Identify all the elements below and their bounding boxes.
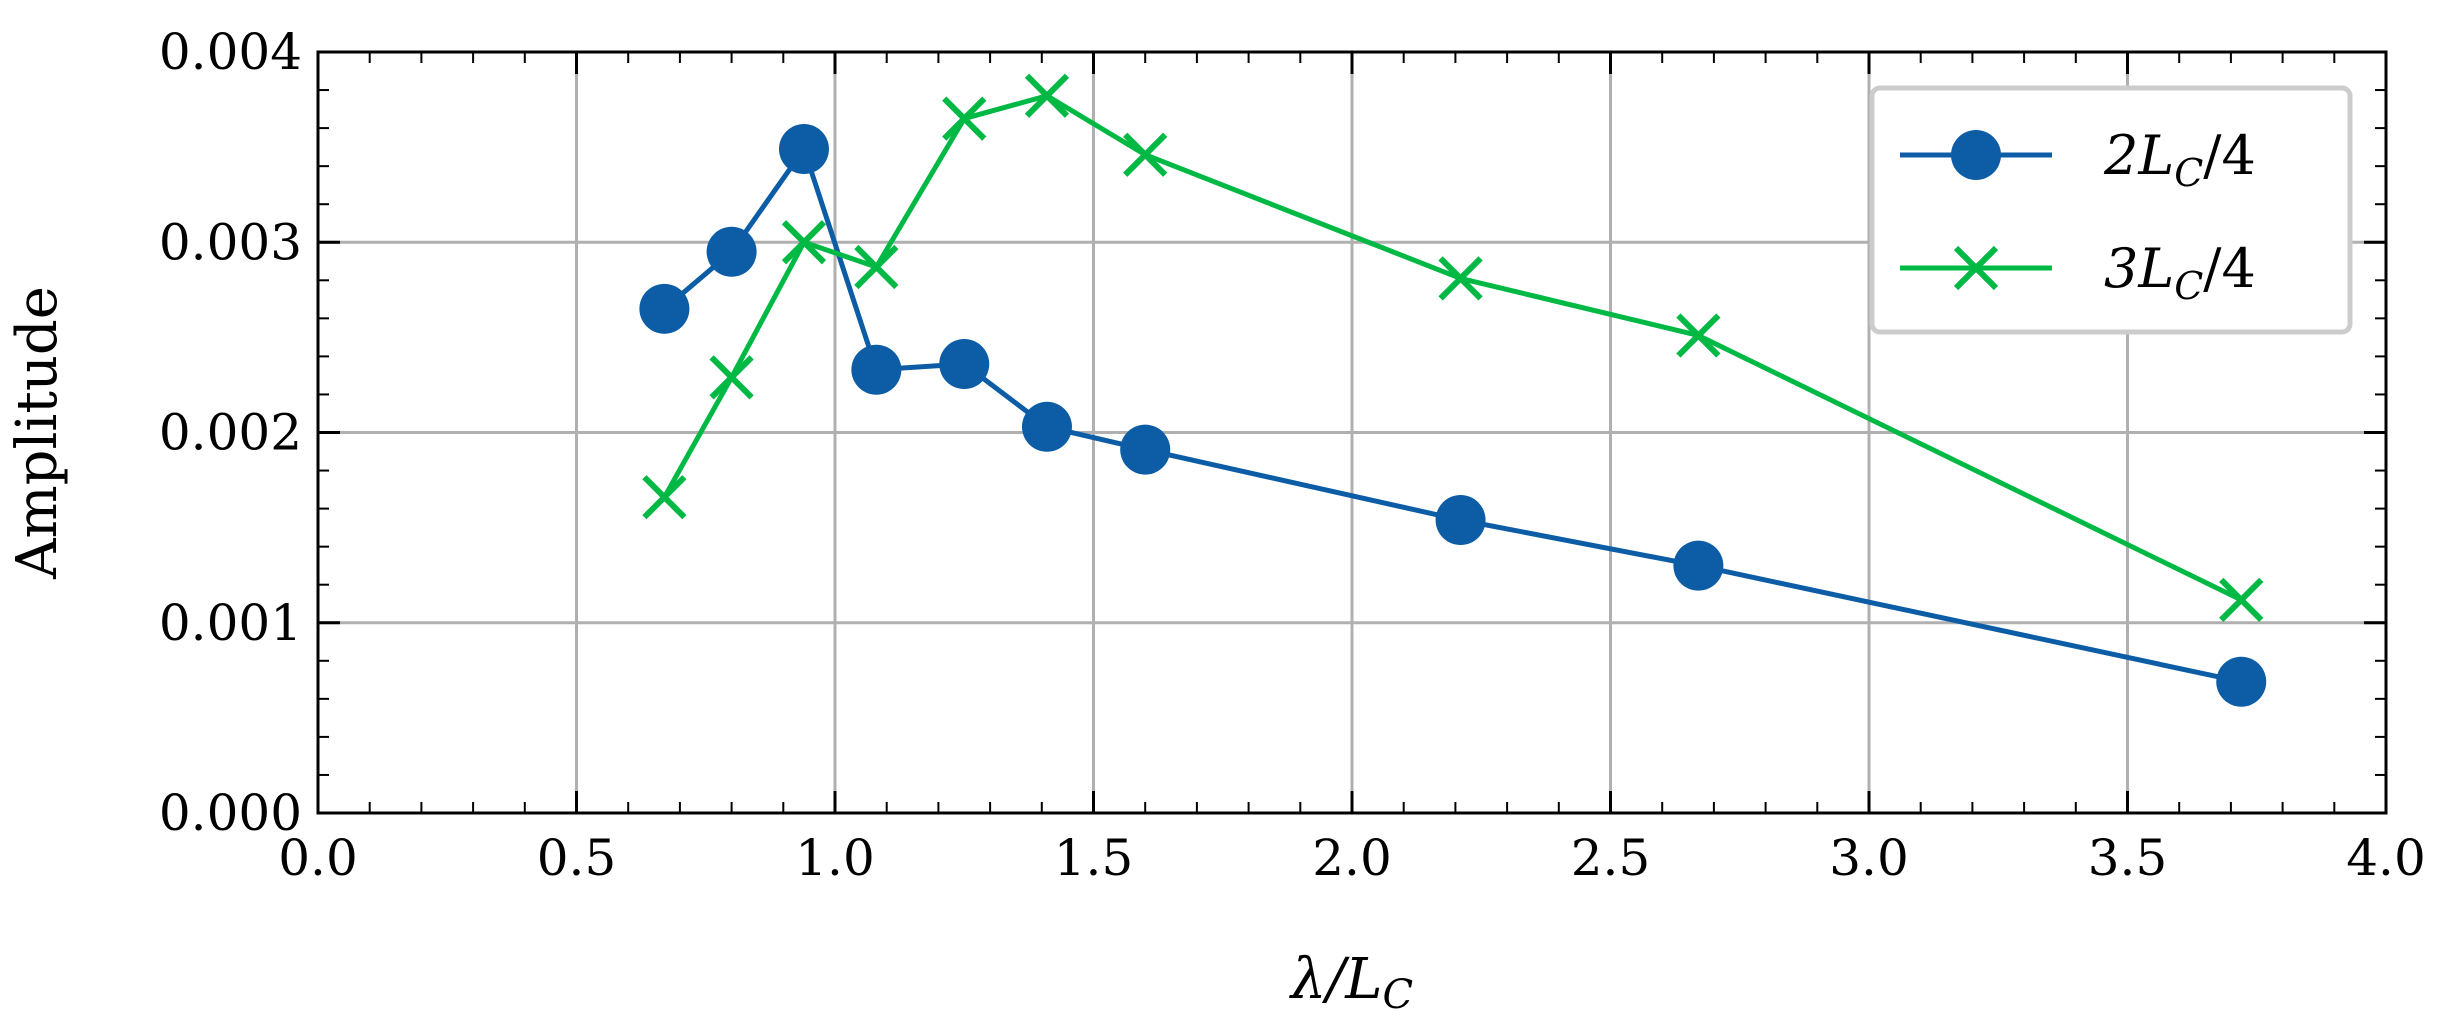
data-point — [854, 244, 899, 290]
data-point — [1435, 495, 1486, 546]
data-point — [781, 220, 827, 265]
legend-item: 3LC/4 — [1900, 237, 2256, 308]
legend: 2LC/4 3LC/4 — [1869, 85, 2353, 335]
data-point — [1438, 256, 1483, 301]
y-tick-label: 0.003 — [159, 213, 302, 271]
x-tick-label: 1.0 — [795, 829, 875, 887]
data-point — [642, 475, 687, 520]
data-point — [851, 344, 902, 395]
x-tick-label: 3.5 — [2088, 829, 2168, 887]
x-tick-label: 2.0 — [1312, 829, 1392, 887]
x-axis-label: λ/LC — [1289, 947, 1413, 1018]
series-line — [662, 93, 2243, 603]
data-point — [1673, 540, 1724, 591]
series-2 — [642, 73, 2264, 623]
data-point — [709, 355, 754, 400]
x-tick-label: 3.0 — [1829, 829, 1909, 887]
x-tick-label: 0.5 — [537, 829, 617, 887]
x-tick-label: 4.0 — [2346, 829, 2426, 887]
data-point — [1024, 73, 1070, 118]
data-point — [2216, 656, 2267, 707]
data-point — [1120, 424, 1171, 475]
x-axis-label-sub: C — [1382, 972, 1413, 1018]
legend-swatch-marker — [1951, 130, 2001, 180]
series-layer — [639, 73, 2267, 707]
tick-labels: 0.0 0.5 1.0 1.5 2.0 2.5 3.0 3.5 4.0 0.000 0.001 0.0… — [159, 23, 2426, 887]
data-point — [939, 339, 990, 390]
legend-item: 2LC/4 — [1900, 124, 2256, 195]
data-point — [1676, 313, 1721, 358]
x-tick-label: 1.5 — [1054, 829, 1134, 887]
legend-items: 2LC/4 3LC/4 — [1900, 124, 2256, 308]
data-point — [706, 226, 757, 277]
data-point — [1123, 132, 1168, 177]
series-line — [662, 146, 2242, 685]
y-tick-label: 0.000 — [159, 784, 302, 842]
legend-swatch-marker — [1953, 245, 1999, 291]
data-point — [942, 96, 987, 141]
x-tick-label: 2.5 — [1571, 829, 1651, 887]
series-1 — [639, 124, 2267, 707]
x-tick-label: 0.0 — [278, 829, 358, 887]
y-tick-label: 0.002 — [159, 404, 302, 462]
legend-label: 3LC/4 — [2104, 237, 2256, 308]
y-tick-label: 0.004 — [159, 23, 302, 81]
legend-label: 2LC/4 — [2103, 124, 2256, 195]
x-axis-label-main: λ/L — [1289, 947, 1383, 1012]
data-point — [1021, 401, 1072, 452]
y-axis-label: Amplitude — [5, 286, 70, 580]
ticks — [316, 50, 2388, 815]
y-tick-label: 0.001 — [159, 594, 302, 652]
data-point — [778, 124, 829, 175]
data-point — [639, 283, 690, 334]
data-point — [2219, 577, 2264, 623]
